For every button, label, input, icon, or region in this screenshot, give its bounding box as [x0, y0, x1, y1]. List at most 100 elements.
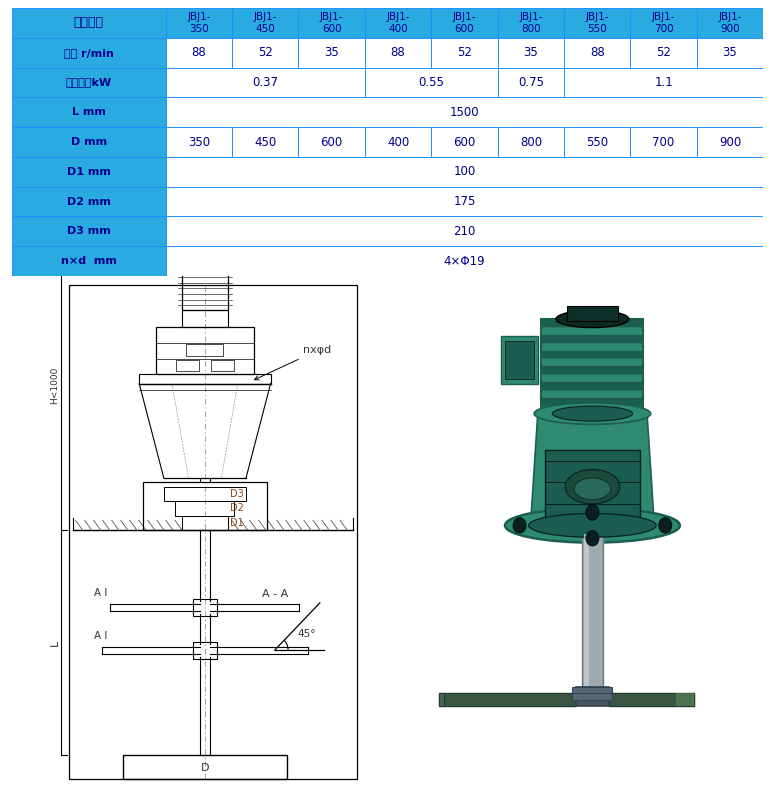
Bar: [676, 693, 694, 706]
Text: JBJ1-
900: JBJ1- 900: [718, 12, 742, 34]
Text: 1.1: 1.1: [654, 76, 673, 89]
Bar: [498, 127, 564, 157]
Bar: [498, 67, 564, 98]
Text: 35: 35: [324, 46, 339, 59]
Bar: [176, 360, 198, 370]
Ellipse shape: [534, 403, 651, 424]
Text: 1500: 1500: [449, 106, 479, 118]
Text: A I: A I: [94, 630, 108, 641]
Bar: [365, 8, 431, 38]
Circle shape: [586, 530, 599, 546]
Text: 转速 r/min: 转速 r/min: [64, 48, 114, 58]
Bar: [192, 598, 217, 616]
Bar: [431, 127, 498, 157]
Bar: [576, 686, 609, 706]
Bar: [122, 755, 287, 779]
Text: 210: 210: [453, 225, 476, 238]
Bar: [542, 350, 643, 358]
Text: 900: 900: [719, 135, 741, 149]
Text: D1 mm: D1 mm: [67, 166, 111, 177]
Ellipse shape: [529, 514, 656, 538]
Circle shape: [659, 518, 672, 533]
Bar: [567, 306, 618, 321]
Bar: [232, 38, 298, 67]
Text: 350: 350: [188, 135, 210, 149]
Bar: [298, 8, 365, 38]
Text: L mm: L mm: [72, 107, 105, 118]
Bar: [439, 693, 444, 706]
Bar: [298, 38, 365, 67]
Ellipse shape: [574, 478, 611, 499]
Bar: [584, 534, 589, 698]
Bar: [211, 360, 234, 370]
Polygon shape: [530, 414, 654, 526]
Text: 0.55: 0.55: [418, 76, 444, 89]
Bar: [70, 285, 357, 779]
Text: D3 mm: D3 mm: [67, 226, 111, 236]
Text: JBJ1-
600: JBJ1- 600: [453, 12, 476, 34]
Bar: [542, 382, 643, 390]
Text: 52: 52: [656, 46, 671, 59]
Text: 88: 88: [191, 46, 206, 59]
Ellipse shape: [553, 406, 632, 421]
Text: 88: 88: [590, 46, 604, 59]
Text: 100: 100: [453, 166, 476, 178]
Bar: [12, 67, 166, 98]
Bar: [542, 327, 643, 334]
Text: 400: 400: [387, 135, 409, 149]
Bar: [166, 186, 763, 217]
Bar: [690, 693, 694, 706]
Bar: [12, 217, 166, 246]
Text: H<1000: H<1000: [50, 366, 60, 404]
Bar: [166, 217, 763, 246]
Bar: [12, 157, 166, 186]
Text: 600: 600: [321, 135, 343, 149]
Bar: [12, 38, 166, 67]
Text: 35: 35: [523, 46, 538, 59]
Text: D mm: D mm: [71, 137, 107, 147]
Text: D3: D3: [230, 489, 244, 499]
Bar: [573, 693, 612, 699]
Bar: [505, 341, 534, 379]
Text: nxφd: nxφd: [254, 346, 332, 380]
Bar: [542, 358, 643, 366]
Text: 0.75: 0.75: [518, 76, 544, 89]
Text: 45°: 45°: [298, 630, 316, 639]
Bar: [232, 127, 298, 157]
Bar: [501, 336, 538, 383]
Text: D: D: [201, 763, 209, 774]
Bar: [431, 38, 498, 67]
Bar: [12, 127, 166, 157]
Ellipse shape: [556, 310, 629, 328]
Bar: [431, 8, 498, 38]
Text: n×d  mm: n×d mm: [60, 256, 116, 266]
Bar: [542, 366, 643, 374]
Text: 4×Φ19: 4×Φ19: [443, 254, 485, 268]
Bar: [166, 98, 763, 127]
Bar: [697, 8, 763, 38]
Bar: [140, 374, 270, 383]
Text: 88: 88: [391, 46, 405, 59]
Text: 550: 550: [586, 135, 608, 149]
Text: JBJ1-
800: JBJ1- 800: [519, 12, 542, 34]
Circle shape: [513, 518, 526, 533]
Bar: [175, 502, 235, 515]
Bar: [630, 38, 697, 67]
Bar: [166, 127, 232, 157]
Text: JBJ1-
350: JBJ1- 350: [188, 12, 211, 34]
Text: JBJ1-
700: JBJ1- 700: [652, 12, 675, 34]
Text: D2 mm: D2 mm: [67, 197, 111, 206]
Text: 52: 52: [258, 46, 273, 59]
Bar: [182, 310, 228, 326]
Text: JBJ1-
550: JBJ1- 550: [585, 12, 609, 34]
Bar: [187, 344, 223, 356]
Text: JBJ1-
400: JBJ1- 400: [386, 12, 410, 34]
Bar: [542, 334, 643, 342]
Text: A - A: A - A: [263, 589, 288, 599]
Bar: [166, 67, 365, 98]
Bar: [12, 246, 166, 276]
Text: 电机功率kW: 电机功率kW: [66, 78, 112, 87]
Bar: [564, 127, 630, 157]
Bar: [232, 8, 298, 38]
Bar: [166, 8, 232, 38]
